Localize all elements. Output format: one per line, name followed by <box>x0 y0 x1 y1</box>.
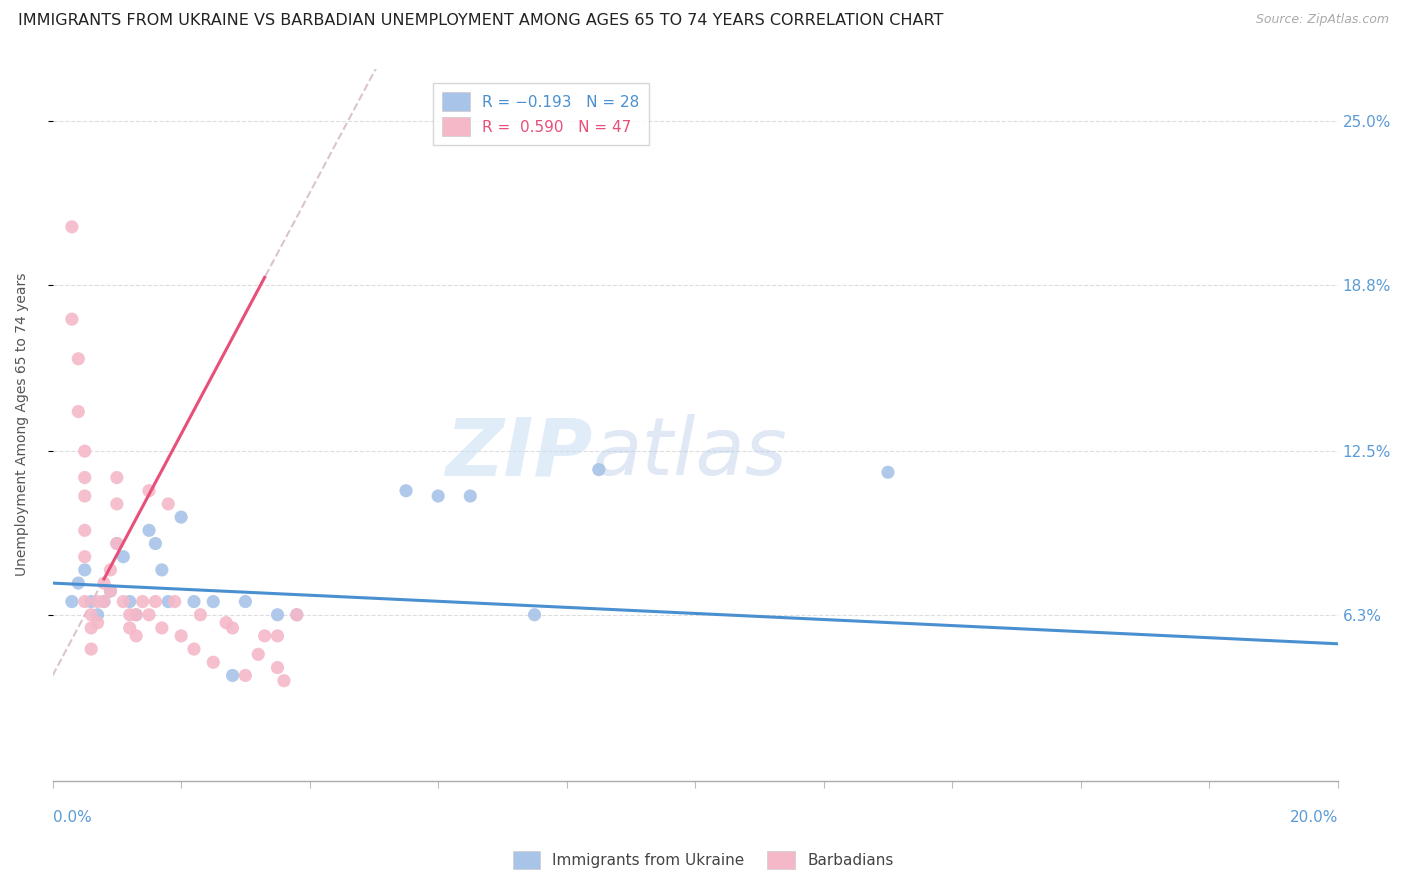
Point <box>86 594 108 608</box>
Point <box>100 584 122 599</box>
Point <box>80 607 103 622</box>
Point <box>150 563 173 577</box>
Point <box>150 621 173 635</box>
Point <box>105 497 128 511</box>
Point <box>285 607 308 622</box>
Point <box>118 594 141 608</box>
Point <box>60 312 83 326</box>
Text: IMMIGRANTS FROM UKRAINE VS BARBADIAN UNEMPLOYMENT AMONG AGES 65 TO 74 YEARS CORR: IMMIGRANTS FROM UKRAINE VS BARBADIAN UNE… <box>18 13 943 29</box>
Point <box>80 642 103 657</box>
Point <box>221 668 243 682</box>
Point <box>125 607 148 622</box>
Point <box>183 642 205 657</box>
Point <box>395 483 418 498</box>
Point <box>105 470 128 484</box>
Point <box>73 549 96 564</box>
Point <box>73 470 96 484</box>
Point <box>93 576 115 591</box>
Point <box>235 594 257 608</box>
Point <box>163 594 186 608</box>
Point <box>73 489 96 503</box>
Point <box>73 444 96 458</box>
Point <box>458 489 481 503</box>
Point <box>131 594 153 608</box>
Text: atlas: atlas <box>592 414 787 492</box>
Point <box>523 607 546 622</box>
Point <box>73 524 96 538</box>
Point <box>93 594 115 608</box>
Point <box>266 660 288 674</box>
Point <box>125 607 148 622</box>
Point <box>877 465 900 479</box>
Point <box>105 536 128 550</box>
Text: ZIP: ZIP <box>446 414 592 492</box>
Point <box>138 524 160 538</box>
Point <box>112 594 135 608</box>
Point <box>80 621 103 635</box>
Point <box>86 615 108 630</box>
Point <box>202 594 225 608</box>
Point <box>266 629 288 643</box>
Point <box>285 607 308 622</box>
Point <box>170 510 193 524</box>
Point <box>112 549 135 564</box>
Point <box>157 594 180 608</box>
Point <box>105 536 128 550</box>
Point <box>80 594 103 608</box>
Point <box>67 576 90 591</box>
Point <box>202 655 225 669</box>
Point <box>86 607 108 622</box>
Point <box>100 563 122 577</box>
Point <box>157 497 180 511</box>
Text: 0.0%: 0.0% <box>52 810 91 824</box>
Point <box>266 607 288 622</box>
Text: Source: ZipAtlas.com: Source: ZipAtlas.com <box>1256 13 1389 27</box>
Point <box>67 351 90 366</box>
Point <box>588 462 610 476</box>
Point <box>60 219 83 234</box>
Point <box>118 607 141 622</box>
Legend: R = −0.193   N = 28, R =  0.590   N = 47: R = −0.193 N = 28, R = 0.590 N = 47 <box>433 83 648 145</box>
Point <box>221 621 243 635</box>
Point <box>247 648 270 662</box>
Point <box>183 594 205 608</box>
Point <box>235 668 257 682</box>
Point <box>427 489 450 503</box>
Point <box>93 594 115 608</box>
Point <box>73 594 96 608</box>
Point <box>190 607 212 622</box>
Point <box>67 404 90 418</box>
Point <box>138 607 160 622</box>
Point <box>138 483 160 498</box>
Y-axis label: Unemployment Among Ages 65 to 74 years: Unemployment Among Ages 65 to 74 years <box>15 273 30 576</box>
Point <box>100 584 122 599</box>
Point <box>145 594 167 608</box>
Point <box>215 615 238 630</box>
Text: 20.0%: 20.0% <box>1289 810 1337 824</box>
Point <box>60 594 83 608</box>
Point <box>118 621 141 635</box>
Point <box>170 629 193 643</box>
Point <box>145 536 167 550</box>
Legend: Immigrants from Ukraine, Barbadians: Immigrants from Ukraine, Barbadians <box>506 845 900 875</box>
Point <box>253 629 276 643</box>
Point <box>73 563 96 577</box>
Point <box>125 629 148 643</box>
Point <box>273 673 295 688</box>
